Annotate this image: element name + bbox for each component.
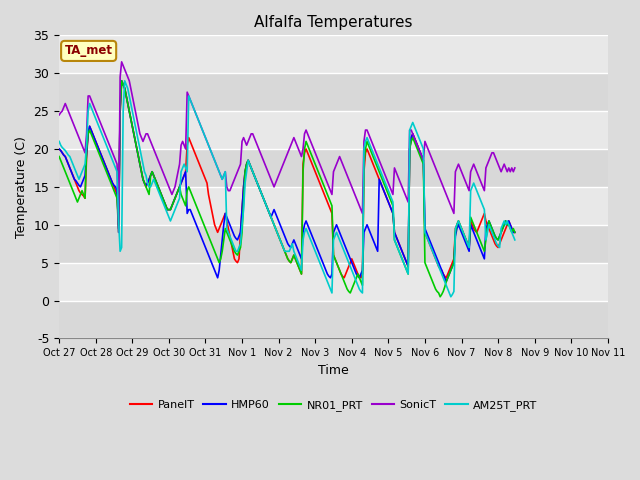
Line: NR01_PRT: NR01_PRT: [59, 81, 515, 297]
AM25T_PRT: [511, 237, 518, 243]
AM25T_PRT: [55, 139, 63, 144]
Title: Alfalfa Temperatures: Alfalfa Temperatures: [254, 15, 413, 30]
NR01_PRT: [326, 199, 334, 205]
AM25T_PRT: [121, 78, 129, 84]
HMP60: [57, 148, 65, 154]
AM25T_PRT: [57, 143, 65, 148]
AM25T_PRT: [326, 286, 334, 292]
SonicT: [511, 165, 518, 171]
HMP60: [55, 146, 63, 152]
NR01_PRT: [442, 279, 450, 285]
Bar: [59, 149, 608, 187]
AM25T_PRT: [447, 294, 454, 300]
HMP60: [472, 233, 479, 239]
NR01_PRT: [57, 157, 65, 163]
Bar: [59, 225, 608, 263]
PanelT: [442, 275, 450, 281]
Line: SonicT: SonicT: [59, 62, 515, 232]
SonicT: [328, 192, 336, 197]
SonicT: [330, 169, 337, 175]
Legend: PanelT, HMP60, NR01_PRT, SonicT, AM25T_PRT: PanelT, HMP60, NR01_PRT, SonicT, AM25T_P…: [125, 396, 542, 415]
HMP60: [336, 229, 344, 235]
Bar: [59, 36, 608, 73]
PanelT: [340, 275, 348, 281]
HMP60: [441, 275, 449, 281]
HMP60: [442, 279, 450, 285]
SonicT: [337, 157, 345, 163]
NR01_PRT: [336, 267, 344, 273]
SonicT: [55, 112, 63, 118]
AM25T_PRT: [328, 290, 336, 296]
NR01_PRT: [328, 203, 336, 209]
PanelT: [336, 267, 344, 273]
SonicT: [442, 192, 450, 197]
Line: HMP60: HMP60: [59, 81, 515, 282]
NR01_PRT: [55, 154, 63, 159]
NR01_PRT: [511, 229, 518, 235]
Text: TA_met: TA_met: [65, 45, 113, 58]
Bar: [59, 111, 608, 149]
AM25T_PRT: [336, 237, 344, 243]
PanelT: [328, 211, 336, 216]
AM25T_PRT: [441, 279, 449, 285]
PanelT: [55, 146, 63, 152]
PanelT: [511, 229, 518, 235]
NR01_PRT: [472, 226, 479, 231]
Line: AM25T_PRT: AM25T_PRT: [59, 81, 515, 297]
AM25T_PRT: [472, 184, 479, 190]
SonicT: [57, 110, 65, 116]
PanelT: [57, 148, 65, 154]
Bar: [59, 73, 608, 111]
PanelT: [118, 78, 125, 84]
SonicT: [118, 59, 125, 65]
SonicT: [472, 165, 479, 171]
Bar: [59, 263, 608, 300]
X-axis label: Time: Time: [318, 364, 349, 377]
Y-axis label: Temperature (C): Temperature (C): [15, 136, 28, 238]
HMP60: [328, 271, 336, 277]
PanelT: [326, 207, 334, 213]
Bar: [59, 187, 608, 225]
NR01_PRT: [118, 78, 125, 84]
HMP60: [511, 229, 518, 235]
Bar: [59, 300, 608, 338]
Line: PanelT: PanelT: [59, 81, 515, 278]
NR01_PRT: [436, 294, 444, 300]
PanelT: [472, 228, 479, 234]
SonicT: [115, 229, 122, 235]
HMP60: [326, 275, 334, 281]
HMP60: [118, 78, 125, 84]
